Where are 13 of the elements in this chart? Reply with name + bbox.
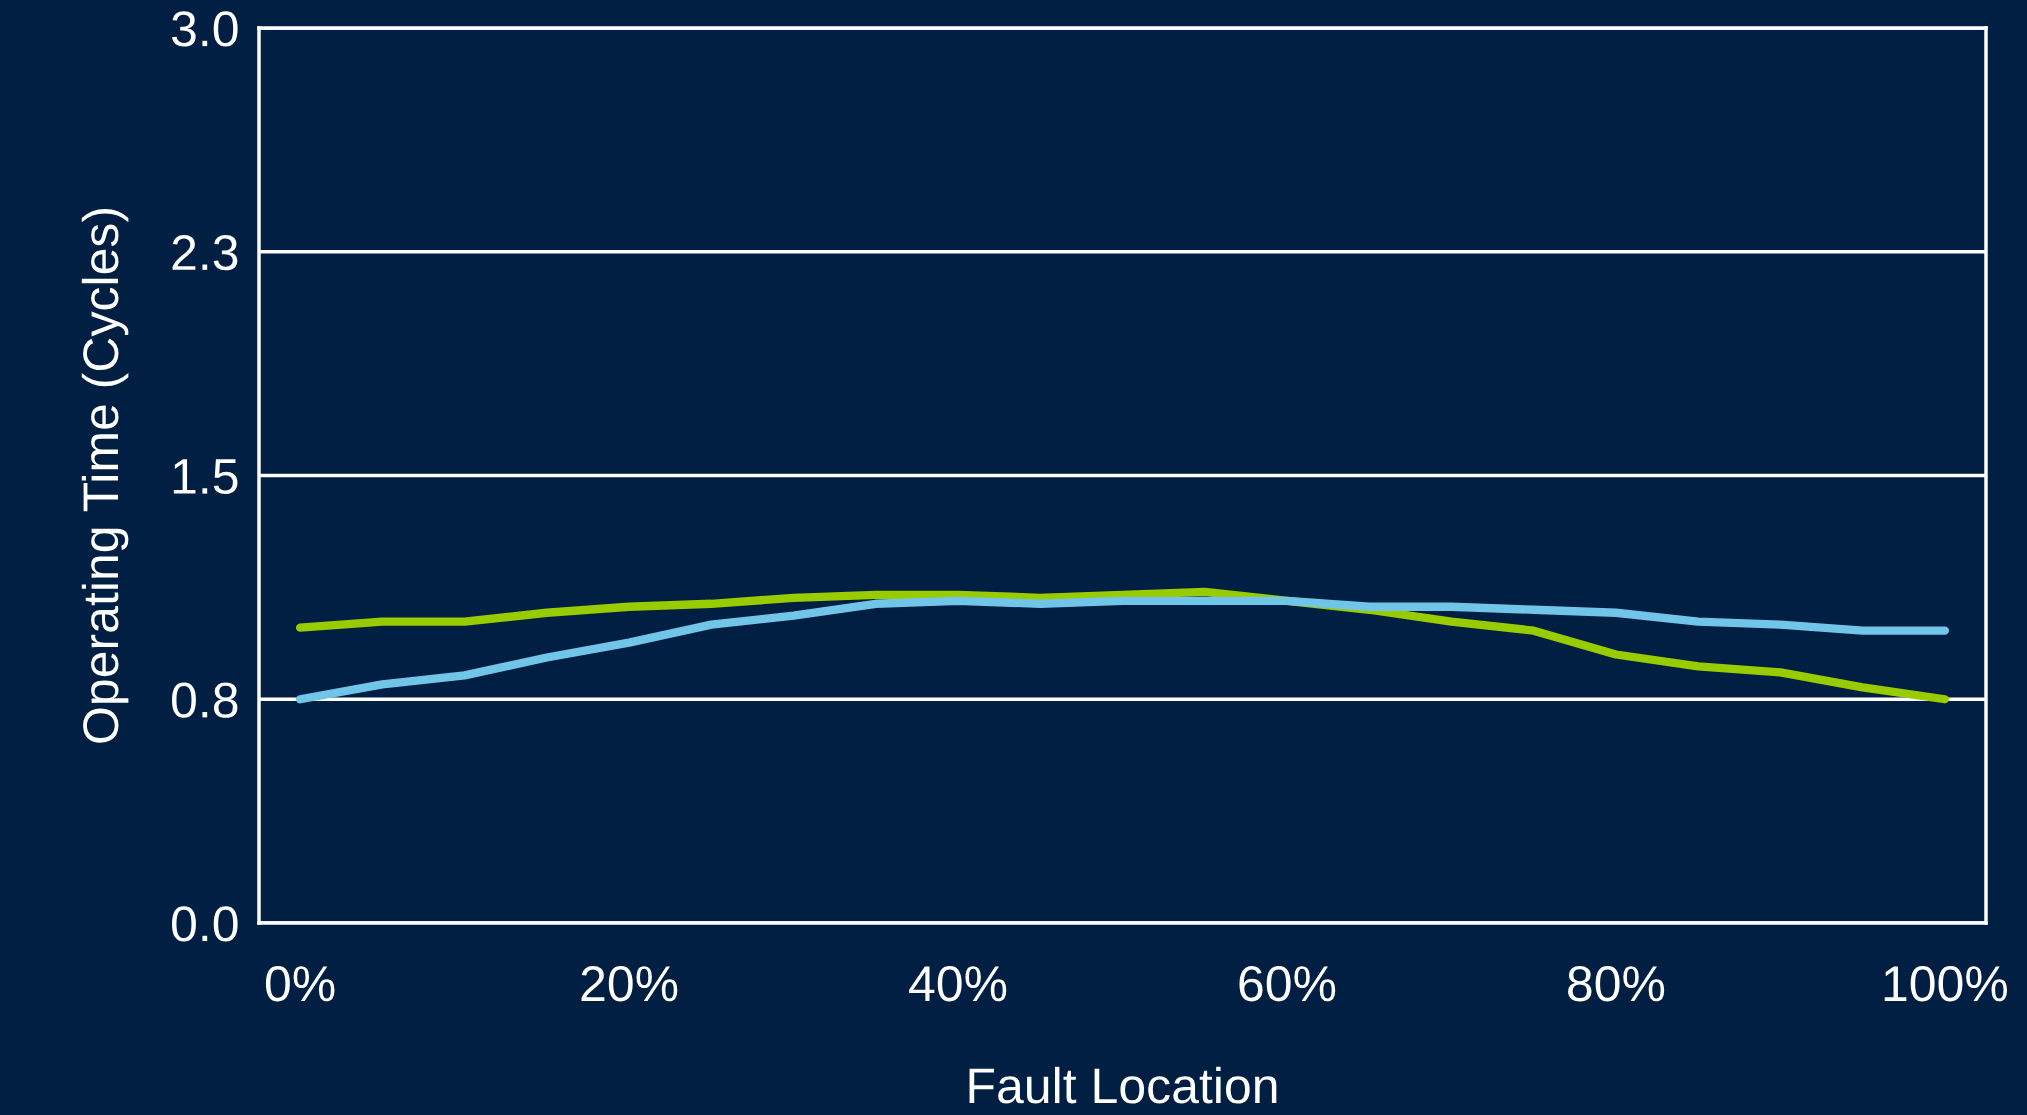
x-tick-label: 100% xyxy=(1884,965,2008,1002)
x-tick-label: 80% xyxy=(1568,965,1665,1002)
x-tick-label: 60% xyxy=(1239,965,1336,1002)
y-tick-label: 0.8 xyxy=(172,682,238,718)
y-tick-label: 1.5 xyxy=(173,459,238,495)
y-tick-label: 0.0 xyxy=(172,906,238,942)
x-tick-label: 40% xyxy=(909,965,1007,1002)
y-tick-label: 2.3 xyxy=(172,234,238,271)
y-tick-label: 3.0 xyxy=(171,11,238,47)
x-axis-title: Fault Location xyxy=(969,1066,1277,1104)
x-tick-label: 20% xyxy=(581,965,678,1002)
x-tick-label: 0% xyxy=(265,965,335,1002)
y-axis-title: Operating Time (Cycles) xyxy=(81,209,129,743)
